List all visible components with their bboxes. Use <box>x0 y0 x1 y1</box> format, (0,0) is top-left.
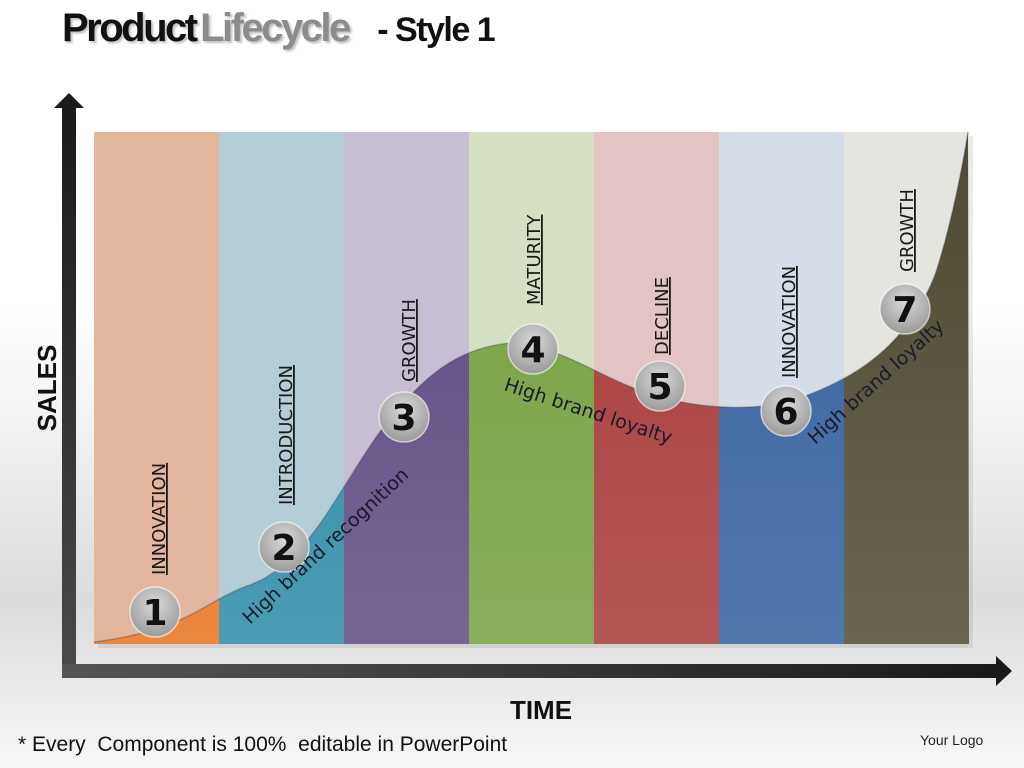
stage-marker-1: 1 <box>129 586 181 638</box>
marker-circle <box>879 283 931 335</box>
stage-number-4: 4 <box>520 330 545 371</box>
marker-circle <box>129 586 181 638</box>
stage-number-5: 5 <box>647 367 672 408</box>
marker-circle <box>258 521 310 573</box>
stage-band-top-1 <box>94 132 220 644</box>
stage-labels: INNOVATION INTRODUCTION GROWTH MATURITY DECL… <box>149 189 918 575</box>
title-subtitle: - Style 1 <box>377 11 495 49</box>
stage-marker-7: 7 <box>879 283 931 335</box>
slide-title: Product Lifecycle - Style 1 <box>62 6 496 62</box>
stage-number-6: 6 <box>773 392 798 433</box>
stage-marker-4: 4 <box>507 323 559 375</box>
title-word-product: Product <box>62 6 198 50</box>
stage-number-3: 3 <box>391 398 416 439</box>
logo-placeholder: Your Logo <box>920 732 984 748</box>
y-axis-label: SALES <box>32 345 62 432</box>
stage-marker-2: 2 <box>258 521 310 573</box>
stage-label-6: INNOVATION <box>779 266 800 378</box>
marker-circle <box>634 360 686 412</box>
stage-label-4: MATURITY <box>524 214 545 305</box>
stage-number-2: 2 <box>271 528 296 569</box>
marker-circle <box>507 323 559 375</box>
stage-label-1: INNOVATION <box>149 463 170 575</box>
stage-label-7: GROWTH <box>897 189 918 272</box>
stage-marker-3: 3 <box>378 391 430 443</box>
stage-label-3: GROWTH <box>399 299 420 382</box>
stage-markers: 1 2 3 4 5 6 7 <box>129 283 931 638</box>
stage-number-7: 7 <box>892 290 917 331</box>
x-axis-arrow-icon <box>996 656 1012 686</box>
stage-number-1: 1 <box>142 593 167 634</box>
title-word-lifecycle: Lifecycle <box>200 6 351 50</box>
marker-circle <box>760 385 812 437</box>
stage-label-2: INTRODUCTION <box>276 365 297 505</box>
stage-marker-5: 5 <box>634 360 686 412</box>
y-axis-line <box>62 106 76 678</box>
x-axis-line <box>62 664 998 678</box>
y-axis-arrow-icon <box>54 93 84 108</box>
editable-note: * Every Component is 100% editable in Po… <box>18 733 508 756</box>
x-axis-label: TIME <box>510 695 572 725</box>
marker-circle <box>378 391 430 443</box>
stage-label-5: DECLINE <box>652 277 673 355</box>
stage-marker-6: 6 <box>760 385 812 437</box>
